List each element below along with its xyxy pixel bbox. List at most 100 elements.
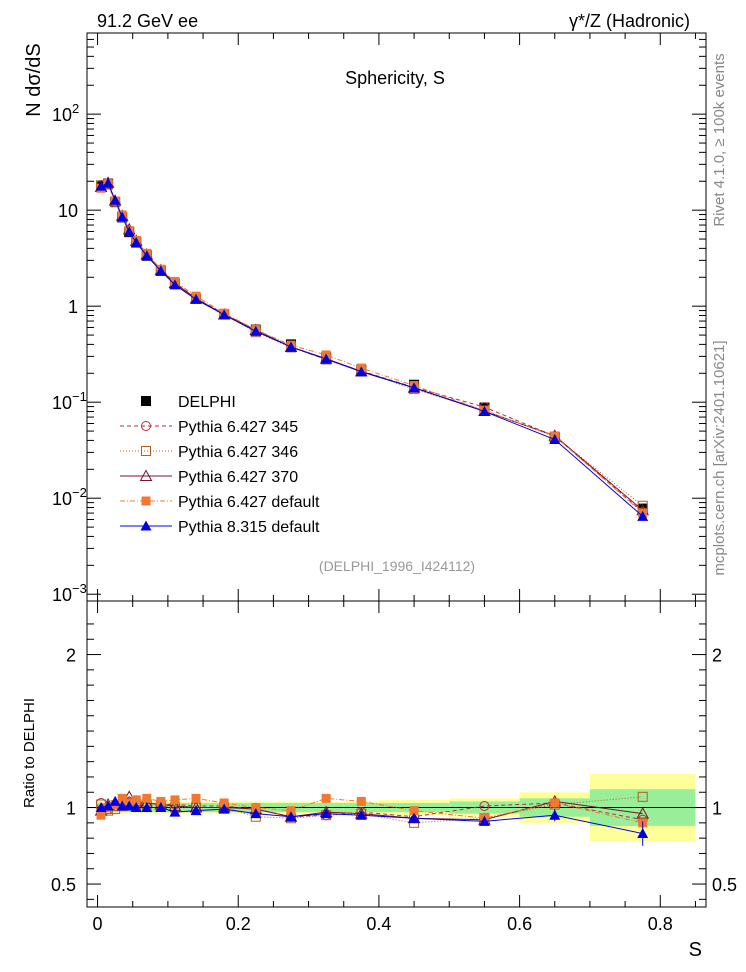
series-4-point-main-12 <box>285 341 297 352</box>
series-3-point-ratio-8 <box>170 795 180 805</box>
y-axis-label-ratio: Ratio to DELPHI <box>21 698 38 808</box>
series-3-point-ratio-14 <box>356 796 366 806</box>
header-right: γ*/Z (Hadronic) <box>569 11 690 31</box>
series-4-point-main-13 <box>320 353 332 364</box>
series-4-point-main-4 <box>123 226 135 237</box>
legend-label-5: Pythia 8.315 default <box>178 519 320 536</box>
series-4-point-ratio-2 <box>109 795 121 806</box>
series-3-point-ratio-7 <box>156 796 166 806</box>
x-axis-label: S <box>689 939 702 961</box>
series-layer <box>94 176 650 846</box>
series-4-point-main-2 <box>109 194 121 205</box>
series-3-point-ratio-12 <box>286 806 296 816</box>
y-tick-label-main-5: 102 <box>52 101 79 125</box>
series-4-point-main-18 <box>637 510 649 521</box>
plot-frames <box>86 32 707 908</box>
series-4-point-ratio-11 <box>250 808 262 819</box>
y-tick-label-main-3: 1 <box>68 297 78 317</box>
series-2-point-ratio-18 <box>636 807 650 819</box>
series-4-point-main-7 <box>155 265 167 276</box>
series-3-point-ratio-6 <box>142 793 152 803</box>
series-4-point-main-1 <box>102 177 114 188</box>
x-tick-label-1: 0.2 <box>226 914 251 934</box>
series-4-point-ratio-12 <box>285 811 297 822</box>
header-left: 91.2 GeV ee <box>97 11 198 31</box>
series-4-point-main-11 <box>250 325 262 336</box>
series-3-point-ratio-11 <box>251 803 261 813</box>
legend: DELPHI Pythia 6.427 345 Pythia 6.427 346 Py… <box>120 394 320 536</box>
legend-label-0: DELPHI <box>178 394 236 411</box>
y-tick-label-ratio-0: 0.5 <box>51 875 76 895</box>
series-4-point-ratio-17 <box>549 809 561 820</box>
series-4-point-ratio-13 <box>320 808 332 819</box>
legend-marker-5 <box>140 520 152 531</box>
series-4-point-ratio-14 <box>355 809 367 820</box>
legend-marker-0 <box>141 396 151 406</box>
x-tick-label-3: 0.6 <box>507 914 532 934</box>
series-4-point-main-0 <box>95 180 107 191</box>
series-3-point-ratio-3 <box>117 793 127 803</box>
legend-marker-2 <box>141 446 151 456</box>
series-4-point-ratio-6 <box>141 802 153 813</box>
legend-label-3: Pythia 6.427 370 <box>178 469 298 486</box>
y-tick-label-ratio-right-0: 0.5 <box>712 875 737 895</box>
y-tick-label-ratio-2: 2 <box>66 646 76 666</box>
chart-title: Sphericity, S <box>345 68 445 88</box>
series-4-point-ratio-4 <box>123 800 135 811</box>
series-line-main-0 <box>101 183 644 513</box>
y-tick-label-ratio-right-1: 1 <box>712 799 722 819</box>
legend-marker-4 <box>141 496 151 506</box>
series-3-point-ratio-13 <box>321 793 331 803</box>
series-3-point-ratio-0 <box>96 810 106 820</box>
series-4-point-ratio-8 <box>169 806 181 817</box>
x-tick-label-4: 0.8 <box>648 914 673 934</box>
series-1-point-ratio-18 <box>637 791 648 802</box>
series-0-point-ratio-16 <box>479 801 490 812</box>
y-tick-label-main-4: 10 <box>58 201 78 221</box>
y-axis-label-main: N dσ/dS <box>23 43 45 117</box>
y-tick-label-main-0: 10−3 <box>52 581 87 605</box>
x-tick-label-0: 0 <box>93 914 103 934</box>
mcplots-label: mcplots.cern.ch [arXiv:2401.10621] <box>711 340 728 575</box>
main-panel-frame <box>86 32 707 602</box>
x-tick-label-2: 0.4 <box>366 914 391 934</box>
legend-label-1: Pythia 6.427 345 <box>178 419 298 436</box>
series-4-point-main-8 <box>169 279 181 290</box>
y-tick-label-main-1: 10−2 <box>52 485 87 509</box>
series-3-point-ratio-17 <box>550 798 560 808</box>
legend-label-2: Pythia 6.427 346 <box>178 444 298 461</box>
series-line-main-3 <box>100 182 644 514</box>
series-4-point-main-5 <box>130 237 142 248</box>
series-4-point-main-17 <box>549 434 561 445</box>
series-line-main-2 <box>100 182 644 511</box>
series-4-point-main-14 <box>355 366 367 377</box>
series-4-point-ratio-1 <box>102 800 114 811</box>
series-4-point-main-16 <box>478 405 490 416</box>
series-4-point-ratio-10 <box>218 803 230 814</box>
y-tick-label-main-2: 10−1 <box>52 389 87 413</box>
series-4-point-ratio-18 <box>637 828 649 839</box>
rivet-version-label: Rivet 4.1.0, ≥ 100k events <box>711 53 728 226</box>
series-4-point-main-9 <box>190 293 202 304</box>
y-tick-label-ratio-right-2: 2 <box>712 646 722 666</box>
legend-marker-1 <box>141 421 151 431</box>
series-4-point-ratio-3 <box>116 800 128 811</box>
series-4-point-ratio-7 <box>155 802 167 813</box>
legend-label-4: Pythia 6.427 default <box>178 494 320 511</box>
legend-marker-3 <box>139 469 153 481</box>
series-3-point-ratio-15 <box>409 806 419 816</box>
series-3-point-ratio-10 <box>219 798 229 808</box>
axis-ticks: 0 0.2 0.4 0.6 0.8 10−3 10−2 10−1 1 10 102 0.5 0.5 1 1 2… <box>51 32 737 934</box>
analysis-watermark: (DELPHI_1996_I424112) <box>319 558 475 574</box>
ratio-panel-frame <box>86 600 707 908</box>
series-4-point-main-15 <box>408 382 420 393</box>
series-4-point-ratio-15 <box>408 812 420 823</box>
series-4-point-main-6 <box>141 250 153 261</box>
series-4-point-main-3 <box>116 211 128 222</box>
series-line-main-4 <box>100 182 644 517</box>
series-3-point-ratio-5 <box>131 795 141 805</box>
series-4-point-ratio-16 <box>478 815 490 826</box>
series-3-point-ratio-9 <box>191 793 201 803</box>
series-4-point-ratio-9 <box>190 805 202 816</box>
